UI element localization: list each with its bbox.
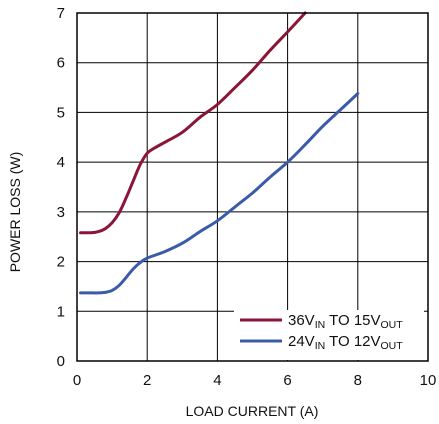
y-tick-labels: 0 1 2 3 4 5 6 7 [57, 5, 65, 370]
x-axis-label: LOAD CURRENT (A) [186, 403, 319, 419]
y-tick-label: 7 [57, 5, 65, 22]
legend-label-2: 24VIN TO 12VOUT [288, 333, 403, 352]
legend-background [234, 310, 424, 360]
series-group [79, 11, 360, 295]
y-tick-label: 5 [57, 104, 65, 121]
plot-frame [76, 12, 429, 362]
legend: 36VIN TO 15VOUT 24VIN TO 12VOUT [234, 310, 424, 360]
x-tick-label: 0 [73, 372, 81, 389]
y-tick-label: 0 [57, 353, 65, 370]
y-axis-label: POWER LOSS (W) [7, 152, 23, 273]
x-tick-label: 4 [213, 372, 221, 389]
x-tick-label: 10 [420, 372, 437, 389]
x-tick-label: 6 [283, 372, 291, 389]
y-tick-label: 1 [57, 303, 65, 320]
y-tick-label: 6 [57, 55, 65, 72]
y-tick-label: 4 [57, 154, 65, 171]
series-line-1 [79, 11, 307, 235]
legend-label-1: 36VIN TO 15VOUT [288, 312, 403, 331]
x-tick-label: 8 [354, 372, 362, 389]
y-tick-label: 3 [57, 204, 65, 221]
x-tick-labels: 0 2 4 6 8 10 [73, 372, 437, 389]
x-tick-label: 2 [143, 372, 151, 389]
series-line-2 [79, 92, 360, 295]
y-tick-label: 2 [57, 254, 65, 271]
